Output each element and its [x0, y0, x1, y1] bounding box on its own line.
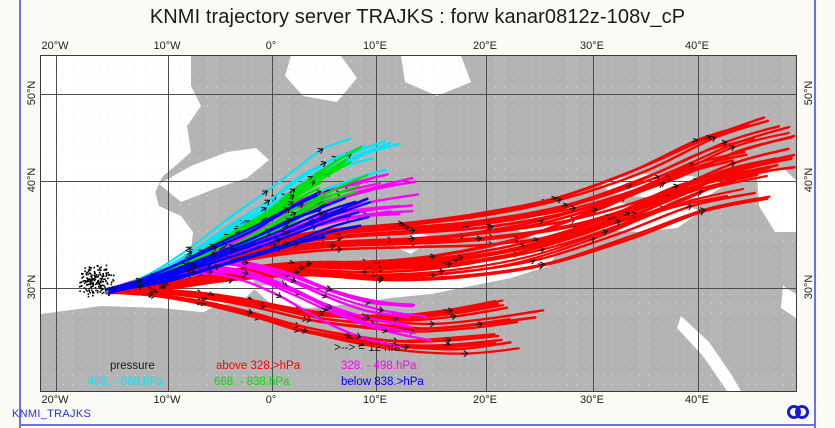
tick-top-20W: 20°W: [41, 40, 69, 52]
tick-top-40E: 40°E: [685, 40, 709, 52]
tick-top-30E: 30°E: [580, 40, 604, 52]
arrow-interval-note: >--> = 12 hrs.: [334, 342, 404, 354]
tick-bottom-20E: 20°E: [473, 394, 497, 406]
gridline-lat-50N: [41, 94, 796, 95]
tick-left-40N: 40°N: [26, 167, 38, 193]
gridline-lat-30N: [41, 288, 796, 289]
frame-border-left: [19, 0, 21, 428]
ecmwf-logo: [787, 405, 809, 419]
frame-border-bottom: [19, 424, 816, 426]
legend-entry-498-668: 498. - 668.hPa: [88, 376, 164, 388]
knmi-watermark: KNMI_TRAJKS: [12, 408, 92, 420]
gridline-lon-10E: [376, 56, 377, 391]
tick-right-50N: 50°N: [803, 80, 815, 106]
legend-entry-below-838: below 838.>hPa: [341, 376, 424, 388]
tick-bottom-0: 0°: [265, 394, 277, 406]
map-plot-area: [40, 55, 797, 392]
gridline-lon-20W: [56, 56, 57, 391]
frame-border-right: [814, 0, 816, 428]
tick-top-0: 0°: [265, 40, 277, 52]
tick-bottom-30E: 30°E: [580, 394, 604, 406]
gridline-lon-10W: [168, 56, 169, 391]
legend-entry-328-498: 328. - 498.hPa: [341, 360, 417, 372]
legend-entry-above-328: above 328.>hPa: [216, 360, 301, 372]
trajectory-lines: [79, 116, 796, 358]
release-point-cluster: [79, 264, 116, 298]
tick-top-10W: 10°W: [153, 40, 181, 52]
tick-bottom-10W: 10°W: [153, 394, 181, 406]
tick-top-10E: 10°E: [363, 40, 387, 52]
gridline-lat-40N: [41, 181, 796, 182]
tick-right-40N: 40°N: [803, 167, 815, 193]
tick-bottom-40E: 40°E: [685, 394, 709, 406]
tick-left-30N: 30°N: [26, 274, 38, 300]
page-title: KNMI trajectory server TRAJKS : forw kan…: [149, 6, 686, 28]
tick-top-20E: 20°E: [473, 40, 497, 52]
gridline-lon-40E: [698, 56, 699, 391]
tick-bottom-10E: 10°E: [363, 394, 387, 406]
tick-left-50N: 50°N: [26, 80, 38, 106]
tick-right-30N: 30°N: [803, 274, 815, 300]
legend-entry-668-838: 668. - 838.hPa: [214, 376, 290, 388]
tick-bottom-20W: 20°W: [41, 394, 69, 406]
legend-title: pressure: [110, 360, 155, 372]
